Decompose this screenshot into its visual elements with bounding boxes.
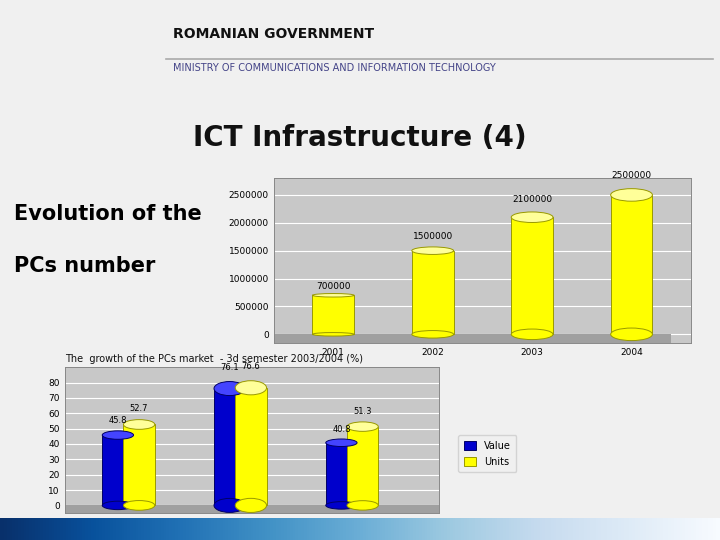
Text: 51.3: 51.3 bbox=[354, 407, 372, 416]
Ellipse shape bbox=[412, 247, 454, 254]
Ellipse shape bbox=[214, 382, 246, 396]
Bar bbox=[347, 427, 378, 505]
Legend: Value, Units: Value, Units bbox=[459, 435, 516, 472]
Ellipse shape bbox=[412, 330, 454, 338]
Ellipse shape bbox=[511, 212, 553, 222]
Bar bbox=[235, 388, 266, 505]
Ellipse shape bbox=[123, 501, 155, 510]
Bar bbox=[274, 334, 671, 343]
Ellipse shape bbox=[102, 501, 133, 510]
Bar bbox=[65, 505, 439, 513]
Ellipse shape bbox=[235, 381, 266, 395]
Ellipse shape bbox=[511, 329, 553, 340]
Ellipse shape bbox=[325, 439, 357, 447]
Bar bbox=[312, 295, 354, 334]
Text: 76.6: 76.6 bbox=[241, 362, 260, 372]
Text: 40.8: 40.8 bbox=[332, 425, 351, 434]
Ellipse shape bbox=[235, 498, 266, 512]
Text: 52.7: 52.7 bbox=[130, 404, 148, 413]
Text: PCs number: PCs number bbox=[14, 255, 156, 275]
Text: 2100000: 2100000 bbox=[512, 195, 552, 204]
Text: 700000: 700000 bbox=[316, 282, 351, 291]
Text: Evolution of the: Evolution of the bbox=[14, 204, 202, 224]
Ellipse shape bbox=[102, 431, 133, 440]
Bar bbox=[412, 251, 454, 334]
Bar bbox=[214, 389, 246, 505]
Ellipse shape bbox=[347, 501, 378, 510]
Bar bbox=[123, 424, 155, 505]
Text: 45.8: 45.8 bbox=[109, 416, 127, 425]
Text: The  growth of the PCs market  - 3d semester 2003/2004 (%): The growth of the PCs market - 3d semest… bbox=[65, 354, 363, 364]
Text: ROMANIAN GOVERNMENT: ROMANIAN GOVERNMENT bbox=[173, 27, 374, 41]
Ellipse shape bbox=[214, 498, 246, 512]
Ellipse shape bbox=[611, 328, 652, 341]
Text: 2500000: 2500000 bbox=[611, 171, 652, 180]
Text: ICT Infrastructure (4): ICT Infrastructure (4) bbox=[193, 124, 527, 152]
Bar bbox=[325, 443, 357, 505]
Ellipse shape bbox=[611, 188, 652, 201]
Bar bbox=[511, 217, 553, 334]
Text: 76.1: 76.1 bbox=[220, 363, 239, 372]
Text: 1500000: 1500000 bbox=[413, 233, 453, 241]
Ellipse shape bbox=[347, 422, 378, 431]
Ellipse shape bbox=[123, 420, 155, 429]
Ellipse shape bbox=[312, 333, 354, 336]
Ellipse shape bbox=[312, 294, 354, 297]
Bar bbox=[611, 195, 652, 334]
Text: MINISTRY OF COMMUNICATIONS AND INFORMATION TECHNOLOGY: MINISTRY OF COMMUNICATIONS AND INFORMATI… bbox=[173, 63, 495, 73]
Ellipse shape bbox=[325, 502, 357, 509]
Bar bbox=[102, 435, 133, 505]
